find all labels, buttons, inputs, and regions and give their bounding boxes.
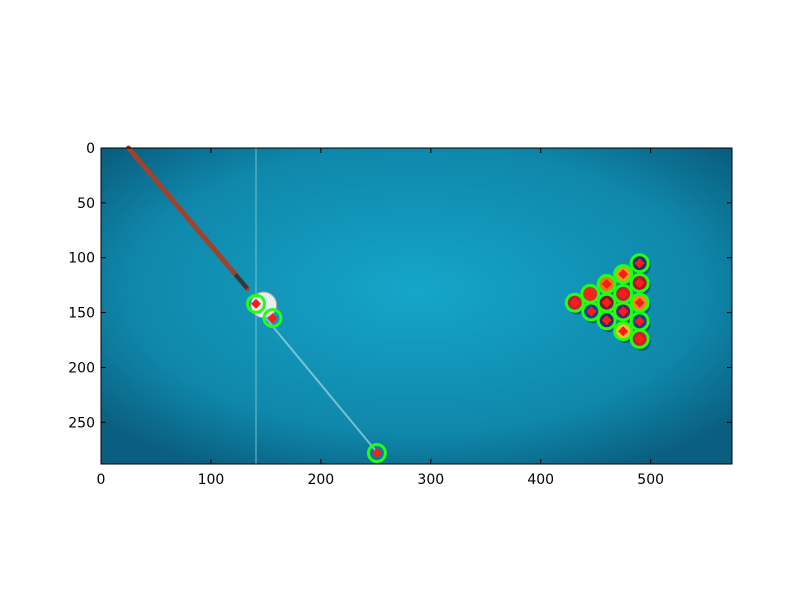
x-tick-label: 300	[417, 472, 444, 488]
cue-tip	[233, 273, 249, 290]
marker-ring	[564, 292, 585, 313]
marker-ring	[246, 293, 267, 314]
marker-center	[601, 279, 612, 290]
detection-marker	[629, 253, 650, 274]
marker-ring	[366, 443, 387, 464]
marker-center	[267, 313, 278, 324]
aim-line	[254, 304, 377, 452]
marker-center	[634, 277, 645, 288]
marker-ring	[613, 301, 634, 322]
marker-center	[634, 297, 645, 308]
detection-marker	[366, 443, 387, 464]
axis-ticks: 0 100 200 300 400 500 0 50 100 150 200 250	[68, 141, 732, 488]
marker-ring	[613, 264, 634, 285]
marker-center	[618, 326, 629, 337]
marker-center	[618, 269, 629, 280]
detection-marker	[613, 264, 634, 285]
detection-marker	[613, 301, 634, 322]
marker-center	[618, 306, 629, 317]
x-tick-label: 0	[97, 472, 106, 488]
marker-center	[634, 316, 645, 327]
marker-center	[569, 297, 580, 308]
marker-ring	[581, 301, 602, 322]
marker-ring	[629, 253, 650, 274]
x-tick-label: 400	[527, 472, 554, 488]
marker-center	[585, 288, 596, 299]
y-tick-label: 0	[86, 141, 95, 157]
marker-ring	[613, 321, 634, 342]
marker-center	[251, 298, 262, 309]
marker-ring	[262, 308, 283, 329]
detection-marker	[596, 274, 617, 295]
cue-stick	[125, 145, 250, 291]
marker-ring	[629, 272, 650, 293]
detection-marker	[596, 310, 617, 331]
y-tick-label: 200	[68, 360, 95, 376]
y-tick-label: 50	[77, 196, 95, 212]
marker-ring	[629, 328, 650, 349]
detection-marker	[581, 301, 602, 322]
x-tick-label: 500	[637, 472, 664, 488]
detection-marker	[262, 308, 283, 329]
marker-center	[634, 258, 645, 269]
detection-markers	[246, 253, 650, 464]
marker-center	[618, 288, 629, 299]
detection-marker	[613, 321, 634, 342]
marker-center	[601, 315, 612, 326]
x-tick-label: 100	[198, 472, 225, 488]
axes-frame	[100, 147, 733, 465]
marker-ring	[629, 292, 650, 313]
marker-ring	[596, 310, 617, 331]
marker-ring	[596, 274, 617, 295]
detection-marker	[629, 328, 650, 349]
detection-marker	[629, 292, 650, 313]
marker-center	[371, 448, 382, 459]
x-tick-label: 200	[307, 472, 334, 488]
marker-center	[601, 297, 612, 308]
y-tick-label: 150	[68, 306, 95, 322]
detection-marker	[629, 272, 650, 293]
marker-center	[586, 306, 597, 317]
detection-marker	[246, 293, 267, 314]
marker-center	[634, 333, 645, 344]
y-tick-label: 250	[68, 415, 95, 431]
detection-marker	[564, 292, 585, 313]
y-tick-label: 100	[68, 251, 95, 267]
